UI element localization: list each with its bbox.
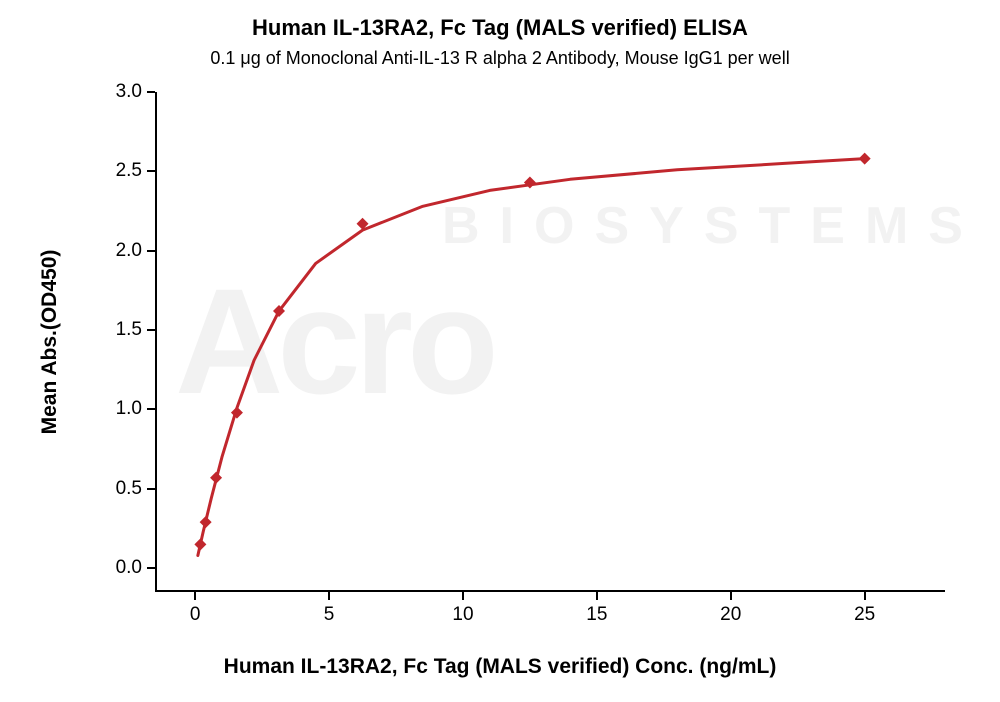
- y-tick-label: 3.0: [102, 81, 142, 103]
- x-tick-label: 0: [190, 604, 201, 626]
- x-tick-label: 25: [854, 604, 875, 626]
- x-tick-mark: [864, 592, 866, 600]
- x-tick-label: 10: [452, 604, 473, 626]
- x-tick-mark: [194, 592, 196, 600]
- y-tick-mark: [147, 567, 155, 569]
- y-tick-mark: [147, 488, 155, 490]
- data-marker: [200, 516, 212, 528]
- x-tick-label: 15: [586, 604, 607, 626]
- x-tick-mark: [462, 592, 464, 600]
- chart-subtitle: 0.1 μg of Monoclonal Anti-IL-13 R alpha …: [0, 48, 1000, 69]
- x-axis-label: Human IL-13RA2, Fc Tag (MALS verified) C…: [0, 655, 1000, 679]
- y-tick-label: 1.0: [102, 398, 142, 420]
- y-tick-label: 1.5: [102, 319, 142, 341]
- data-marker: [859, 153, 871, 165]
- data-marker: [210, 472, 222, 484]
- elisa-chart: Acro BIOSYSTEMS Human IL-13RA2, Fc Tag (…: [0, 0, 1000, 702]
- y-tick-mark: [147, 250, 155, 252]
- x-tick-mark: [328, 592, 330, 600]
- y-tick-mark: [147, 170, 155, 172]
- plot-svg: [155, 92, 945, 592]
- x-tick-label: 20: [720, 604, 741, 626]
- chart-title: Human IL-13RA2, Fc Tag (MALS verified) E…: [0, 15, 1000, 41]
- y-tick-label: 2.0: [102, 240, 142, 262]
- y-tick-label: 2.5: [102, 160, 142, 182]
- y-tick-mark: [147, 91, 155, 93]
- x-tick-mark: [596, 592, 598, 600]
- y-tick-label: 0.0: [102, 557, 142, 579]
- y-tick-label: 0.5: [102, 478, 142, 500]
- data-marker: [194, 538, 206, 550]
- x-tick-mark: [730, 592, 732, 600]
- y-tick-mark: [147, 408, 155, 410]
- fit-curve: [198, 159, 865, 556]
- x-tick-label: 5: [324, 604, 335, 626]
- y-tick-mark: [147, 329, 155, 331]
- y-axis-label: Mean Abs.(OD450): [38, 117, 62, 567]
